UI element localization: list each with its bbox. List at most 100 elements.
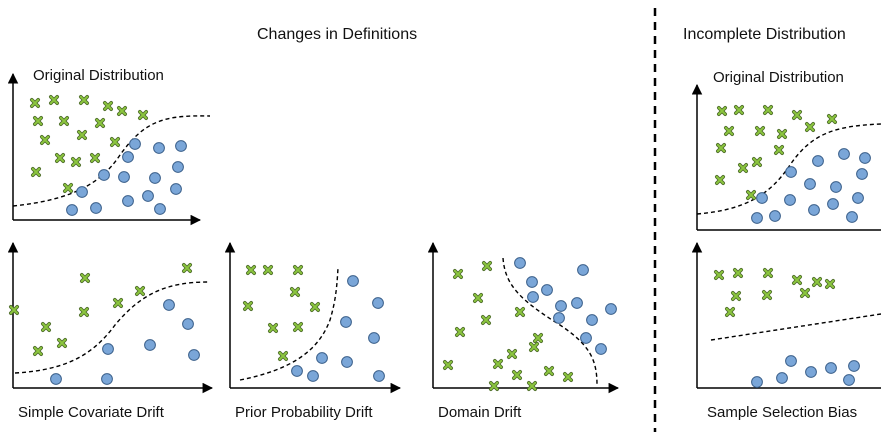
panel-label-original-left: Original Distribution	[33, 67, 164, 84]
cross-marker	[511, 369, 523, 381]
boundary-simple-covariate	[14, 281, 209, 374]
cross-marker	[79, 95, 89, 105]
cross-marker	[773, 145, 785, 155]
cross-marker	[733, 105, 745, 115]
circle-marker	[129, 138, 141, 150]
cross-marker	[724, 306, 736, 318]
cross-marker	[243, 300, 253, 312]
cross-marker	[39, 135, 51, 145]
cross-marker	[754, 126, 766, 136]
cross-marker	[562, 371, 574, 383]
cross-marker	[54, 153, 66, 163]
circle-marker	[595, 343, 607, 355]
section-title-incomplete: Incomplete Distribution	[683, 26, 846, 43]
cross-marker	[90, 153, 100, 163]
circle-marker	[122, 195, 134, 207]
cross-marker	[761, 289, 773, 301]
circle-marker	[785, 355, 797, 367]
circle-marker	[341, 356, 353, 368]
circle-marker	[586, 314, 598, 326]
marks-original-right	[714, 105, 871, 224]
cross-marker	[262, 264, 274, 276]
cross-marker	[9, 304, 20, 316]
cross-marker	[71, 157, 81, 167]
circle-marker	[756, 192, 768, 204]
marks-sample-selection	[713, 267, 860, 388]
circle-marker	[859, 152, 871, 164]
cross-marker	[135, 285, 145, 297]
cross-marker	[29, 98, 41, 108]
cross-marker	[246, 264, 256, 276]
cross-marker	[488, 380, 500, 392]
circle-marker	[808, 204, 820, 216]
cross-marker	[526, 380, 538, 392]
cross-marker	[715, 143, 727, 153]
marks-prior-probability	[243, 264, 385, 382]
circle-marker	[291, 365, 303, 377]
circle-marker	[785, 166, 797, 178]
panel-label-domain: Domain Drift	[438, 404, 522, 421]
circle-marker	[316, 352, 328, 364]
circle-marker	[144, 339, 156, 351]
cross-marker	[95, 118, 105, 128]
cross-marker	[811, 276, 823, 288]
boundary-sample-selection	[710, 313, 881, 341]
circle-marker	[577, 264, 589, 276]
circle-marker	[571, 297, 583, 309]
cross-marker	[113, 297, 123, 309]
cross-marker	[824, 278, 836, 290]
cross-marker	[804, 122, 816, 132]
circle-marker	[50, 373, 62, 385]
cross-marker	[30, 167, 42, 177]
cross-marker	[40, 321, 52, 333]
cross-marker	[826, 114, 838, 124]
cross-marker	[292, 321, 304, 333]
cross-marker	[79, 306, 89, 318]
cross-marker	[737, 163, 749, 173]
circle-marker	[172, 161, 184, 173]
circle-marker	[527, 291, 539, 303]
cross-marker	[762, 267, 774, 279]
cross-marker	[713, 269, 725, 281]
cross-marker	[452, 268, 464, 280]
cross-marker	[309, 301, 321, 313]
circle-marker	[514, 257, 526, 269]
circle-marker	[373, 370, 385, 382]
cross-marker	[714, 175, 726, 185]
circle-marker	[122, 151, 134, 163]
circle-marker	[812, 155, 824, 167]
cross-marker	[514, 306, 526, 318]
cross-marker	[532, 332, 544, 344]
cross-marker	[506, 348, 518, 360]
cross-marker	[454, 326, 466, 338]
marks-original-left	[29, 95, 187, 216]
circle-marker	[541, 284, 553, 296]
circle-marker	[102, 343, 114, 355]
axes-original-left	[7, 72, 202, 226]
circle-marker	[188, 349, 200, 361]
cross-marker	[791, 110, 803, 120]
circle-marker	[307, 370, 319, 382]
cross-marker	[730, 290, 742, 302]
circle-marker	[805, 366, 817, 378]
axes-domain	[427, 241, 620, 394]
panel-label-original-right: Original Distribution	[713, 69, 844, 86]
cross-marker	[63, 183, 73, 193]
data-marks	[9, 95, 871, 392]
circle-marker	[848, 360, 860, 372]
circle-marker	[827, 198, 839, 210]
cross-marker	[776, 129, 788, 139]
circle-marker	[149, 172, 161, 184]
circle-marker	[843, 374, 855, 386]
marks-domain	[442, 257, 617, 392]
circle-marker	[182, 318, 194, 330]
cross-marker	[442, 359, 454, 371]
boundary-original-left	[12, 115, 211, 207]
circle-marker	[830, 181, 842, 193]
circle-marker	[825, 362, 837, 374]
cross-marker	[481, 260, 493, 272]
cross-marker	[80, 272, 90, 284]
boundary-domain	[502, 257, 598, 386]
panel-label-sample-selection: Sample Selection Bias	[707, 404, 858, 421]
